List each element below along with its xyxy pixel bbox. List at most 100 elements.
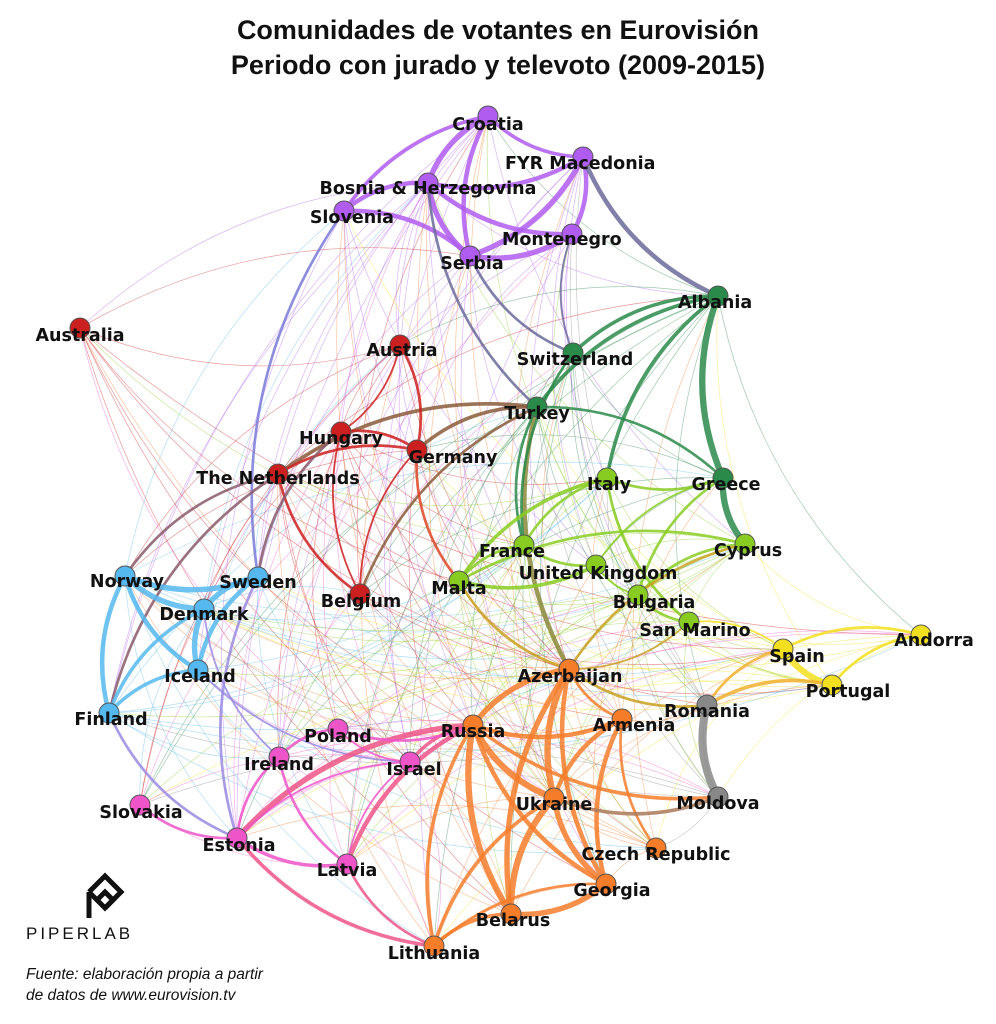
- edge-russia-belarus: [465, 721, 515, 918]
- edge-italy-greece: [605, 476, 725, 491]
- faint-edge: [553, 797, 657, 849]
- edge-bosnia-fyr-macedonia: [425, 154, 586, 191]
- node-poland: [327, 718, 349, 740]
- faint-edge: [553, 684, 833, 799]
- label-azerbaijan: Azerbaijan: [518, 667, 623, 687]
- faint-edge: [203, 543, 746, 631]
- edge-bosnia-montenegro: [425, 180, 575, 237]
- node-ukraine: [543, 787, 565, 809]
- label-serbia: Serbia: [440, 254, 503, 274]
- faint-edge: [203, 233, 573, 610]
- faint-edge: [108, 712, 280, 759]
- edge-armenia-czech-republic: [619, 717, 658, 850]
- source-line-1: Fuente: elaboración propia a partir: [26, 966, 263, 983]
- edge-russia-latvia: [344, 722, 476, 867]
- faint-edge: [203, 182, 429, 610]
- faint-edge: [389, 255, 471, 763]
- faint-edge: [343, 210, 639, 596]
- edge-croatia-fyr-macedonia: [486, 114, 585, 159]
- edge-russia-lithuania: [425, 723, 475, 948]
- edge-netherlands-finland: [107, 472, 280, 715]
- label-turkey: Turkey: [504, 404, 570, 424]
- faint-edge: [553, 648, 784, 799]
- edge-latvia-lithuania: [345, 862, 436, 948]
- faint-edge: [79, 327, 460, 582]
- faint-edge: [203, 608, 784, 684]
- node-sweden: [247, 566, 269, 588]
- piperlab-logo-icon: [86, 872, 125, 918]
- faint-edge: [458, 580, 833, 688]
- faint-edge: [675, 295, 719, 706]
- edge-azerbaijan-georgia: [559, 666, 609, 887]
- faint-edge: [108, 621, 690, 730]
- faint-edge: [203, 594, 639, 642]
- edge-serbia-montenegro: [467, 231, 575, 261]
- label-russia: Russia: [441, 722, 506, 742]
- label-lithuania: Lithuania: [388, 944, 481, 964]
- label-portugal: Portugal: [806, 682, 891, 702]
- edge-russia-estonia: [234, 722, 476, 841]
- faint-edge: [236, 295, 719, 839]
- label-andorra: Andorra: [894, 631, 974, 651]
- node-fyr-macedonia: [572, 146, 594, 168]
- faint-edge: [257, 182, 429, 578]
- faint-edge: [399, 286, 719, 346]
- node-australia: [69, 317, 91, 339]
- faint-edge: [458, 580, 555, 799]
- faint-edge: [472, 594, 639, 726]
- faint-edge: [124, 575, 639, 633]
- edge-hungary-austria: [340, 344, 401, 433]
- label-germany: Germany: [409, 448, 498, 468]
- node-bulgaria: [627, 584, 649, 606]
- faint-edge: [197, 669, 280, 758]
- faint-edge: [278, 255, 471, 758]
- faint-edge: [278, 593, 361, 758]
- faint-edge: [197, 477, 608, 671]
- label-poland: Poland: [304, 727, 372, 747]
- label-latvia: Latvia: [317, 861, 378, 881]
- faint-edge: [278, 352, 574, 758]
- faint-edge: [79, 327, 512, 915]
- faint-edge: [552, 156, 597, 566]
- label-malta: Malta: [431, 579, 486, 599]
- faint-edge: [257, 431, 342, 578]
- faint-edge: [108, 182, 429, 714]
- brand-name: PIPERLAB: [26, 924, 134, 943]
- edge-ukraine-lithuania: [432, 796, 556, 948]
- faint-edge: [606, 477, 719, 798]
- edge-azerbaijan-san-marino: [568, 621, 690, 670]
- faint-edge: [277, 473, 708, 706]
- edge-norway-iceland: [122, 573, 201, 673]
- label-romania: Romania: [664, 702, 750, 722]
- faint-edge: [416, 449, 833, 686]
- label-bulgaria: Bulgaria: [613, 593, 696, 613]
- node-montenegro: [561, 223, 583, 245]
- faint-edge: [458, 406, 538, 582]
- faint-edge: [565, 156, 639, 596]
- faint-edge: [139, 344, 401, 806]
- faint-edge: [236, 804, 657, 849]
- faint-edge: [469, 255, 597, 566]
- faint-edge: [236, 115, 489, 839]
- node-turkey: [526, 396, 548, 418]
- label-cyprus: Cyprus: [714, 541, 782, 561]
- faint-edge: [539, 352, 607, 885]
- faint-edge: [542, 352, 574, 670]
- faint-edge: [337, 728, 555, 799]
- node-russia: [462, 714, 484, 736]
- edge-portugal-romania: [705, 678, 834, 707]
- edge-andorra-spain: [781, 625, 923, 651]
- faint-edge: [336, 210, 512, 915]
- faint-edge: [340, 115, 489, 433]
- edge-fyr-macedonia-albania: [580, 154, 721, 299]
- edge-germany-netherlands: [276, 444, 419, 476]
- node-romania: [696, 694, 718, 716]
- faint-edge: [359, 593, 719, 798]
- edge-finland-estonia: [107, 711, 239, 840]
- faint-edge: [79, 247, 471, 329]
- edge-serbia-slovenia: [341, 208, 473, 259]
- faint-edge: [416, 233, 573, 451]
- faint-edge: [340, 344, 401, 433]
- edge-ukraine-moldova: [552, 795, 720, 816]
- edge-belarus-georgia: [508, 881, 609, 918]
